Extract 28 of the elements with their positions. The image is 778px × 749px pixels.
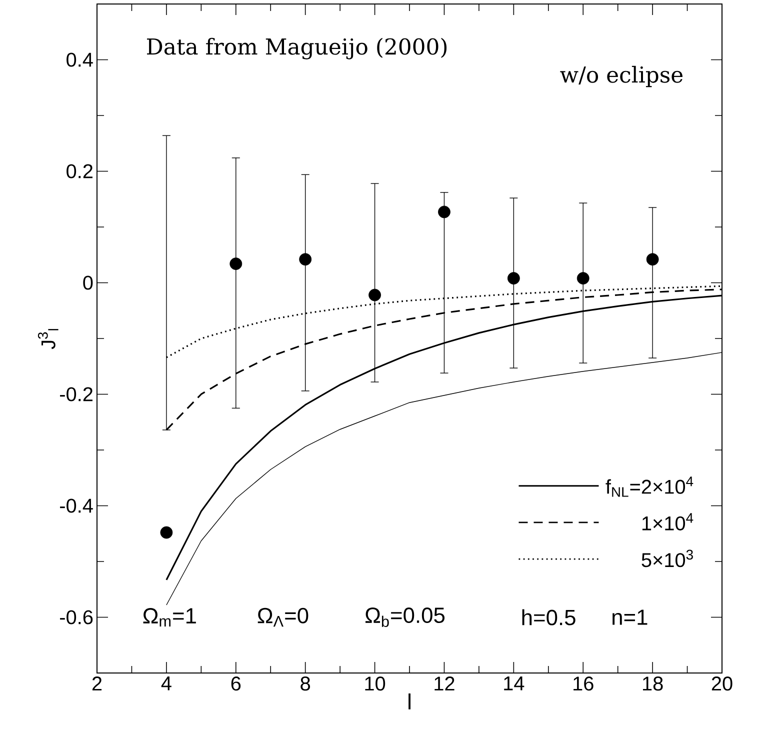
x-axis-title: l	[408, 693, 410, 710]
annotation: Data from Magueijo (2000)	[147, 38, 447, 60]
x-tick-label: 2	[92, 676, 102, 690]
x-tick-label: 16	[574, 676, 594, 691]
legend-label: 5×10$^{3}$	[642, 550, 693, 568]
annotation: w/o eclipse	[560, 66, 682, 88]
y-tick-label: 0	[83, 276, 93, 290]
annotation: Ω$_{b}$=0.05	[366, 608, 445, 627]
y-axis-title: J$^{3}$l	[38, 329, 58, 350]
x-tick-label: 12	[434, 676, 454, 690]
legend-label: 1×10$^{4}$	[642, 513, 694, 530]
x-tick-label: 18	[642, 676, 663, 691]
y-tick-label: -0.6	[60, 610, 93, 624]
x-tick-label: 20	[712, 676, 732, 691]
annotation: Ω$_{m}$=1	[143, 608, 196, 626]
x-tick-label: 8	[300, 676, 310, 691]
x-tick-label: 14	[504, 676, 524, 690]
y-tick-label: -0.2	[60, 387, 92, 402]
y-tick-label: -0.4	[60, 498, 93, 513]
annotation: Ω$_{Λ}$=0	[258, 608, 308, 627]
x-tick-label: 4	[161, 676, 172, 690]
y-tick-label: 0.4	[66, 52, 93, 67]
x-tick-label: 10	[365, 676, 386, 691]
legend-label: f$_{NL}$=2×10$^{4}$	[606, 476, 694, 497]
annotation: h=0.5	[522, 609, 576, 626]
annotation: n=1	[612, 610, 648, 625]
y-tick-label: 0.2	[66, 164, 92, 178]
x-tick-label: 6	[231, 676, 241, 691]
